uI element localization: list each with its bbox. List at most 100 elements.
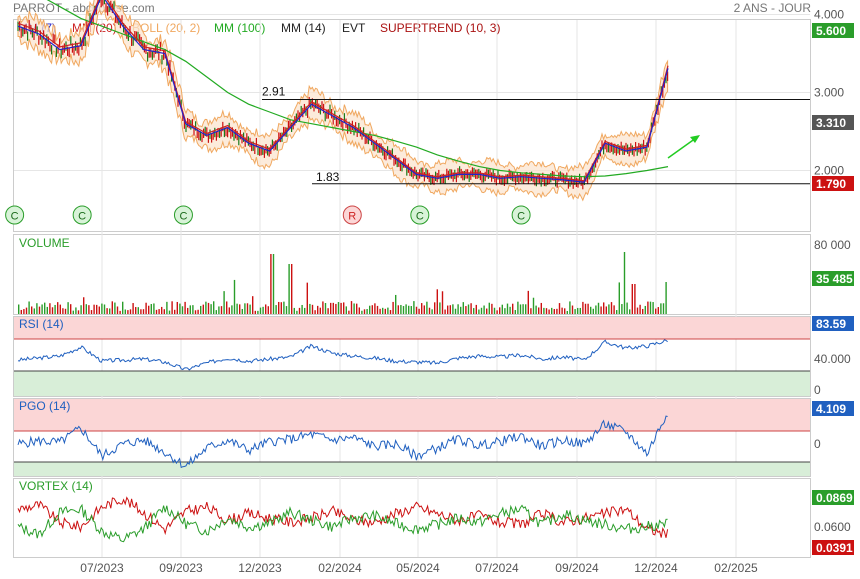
volume-bar bbox=[38, 306, 41, 314]
volume-bar bbox=[187, 307, 189, 314]
rsi-tick-label: 40.000 bbox=[814, 352, 851, 366]
volume-bar bbox=[327, 308, 329, 314]
volume-bar bbox=[101, 303, 103, 314]
volume-bar bbox=[610, 302, 613, 314]
volume-bar bbox=[54, 304, 56, 314]
volume-bar bbox=[483, 305, 485, 314]
volume-bar bbox=[33, 308, 35, 314]
volume-bar bbox=[434, 302, 436, 314]
volume-bar bbox=[345, 306, 347, 314]
volume-bar bbox=[202, 304, 204, 314]
volume-bar bbox=[57, 302, 59, 314]
price-last-tag-box bbox=[812, 23, 854, 38]
volume-bar bbox=[605, 306, 607, 314]
oscillator-series bbox=[17, 339, 669, 543]
volume-bar bbox=[272, 254, 275, 314]
event-label: C bbox=[179, 211, 187, 223]
volume-bar bbox=[642, 308, 644, 314]
volume-bar bbox=[421, 303, 423, 314]
volume-bar bbox=[67, 302, 69, 314]
legend-item: MM (100) bbox=[214, 21, 266, 35]
volume-bar bbox=[174, 309, 176, 314]
volume-bar bbox=[244, 303, 246, 314]
volume-bar bbox=[80, 305, 82, 314]
volume-bar bbox=[189, 305, 191, 314]
volume-bar bbox=[361, 310, 363, 314]
rsi-overbought-zone bbox=[14, 317, 810, 339]
volume-tick-label: 80 000 bbox=[814, 238, 851, 252]
period-label[interactable]: 2 ANS - JOUR bbox=[733, 1, 811, 15]
volume-bar bbox=[467, 304, 470, 314]
volume-bar bbox=[288, 264, 290, 314]
volume-bar bbox=[493, 307, 496, 314]
event-marker bbox=[5, 205, 25, 225]
event-label: C bbox=[416, 211, 424, 223]
support-label: 1.83 bbox=[316, 170, 340, 184]
volume-bar bbox=[176, 301, 178, 314]
volume-bar bbox=[83, 297, 85, 314]
volume-bar bbox=[649, 301, 652, 314]
volume-bar bbox=[545, 308, 548, 314]
volume-bar bbox=[512, 303, 514, 314]
volume-bar bbox=[18, 304, 20, 314]
volume-bar bbox=[452, 304, 454, 314]
volume-bar bbox=[426, 301, 428, 314]
volume-bar bbox=[551, 307, 553, 314]
volume-bar bbox=[132, 303, 134, 314]
volume-bar bbox=[636, 307, 639, 314]
volume-bar bbox=[532, 297, 535, 314]
volume-bar bbox=[644, 305, 646, 314]
volume-bar bbox=[109, 308, 111, 314]
volume-bar bbox=[395, 294, 397, 314]
volume-bar bbox=[371, 305, 373, 314]
volume-bar bbox=[496, 310, 498, 314]
volume-bar bbox=[626, 302, 628, 314]
volume-label: VOLUME bbox=[19, 236, 70, 250]
volume-bar bbox=[439, 302, 441, 314]
price-tick-label: 2.000 bbox=[814, 164, 844, 178]
volume-bar bbox=[20, 309, 22, 314]
price-tick-label: 4.000 bbox=[814, 8, 844, 22]
legend-item: EVT bbox=[342, 21, 366, 35]
volume-bar bbox=[389, 310, 392, 314]
volume-bar bbox=[454, 308, 457, 314]
volume-bar bbox=[525, 304, 527, 314]
volume-bar bbox=[548, 309, 550, 314]
volume-bar bbox=[283, 301, 285, 314]
volume-bar bbox=[215, 310, 217, 314]
volume-bar bbox=[93, 304, 95, 314]
vortex-minus-tag-box bbox=[812, 540, 854, 555]
volume-bar bbox=[462, 302, 464, 314]
price-current-tag: 3.310 bbox=[816, 116, 846, 130]
volume-bar bbox=[41, 304, 43, 314]
event-marker bbox=[173, 205, 193, 225]
volume-bar bbox=[51, 307, 54, 314]
volume-bar bbox=[379, 308, 381, 314]
rsi-line bbox=[17, 339, 668, 371]
volume-bar bbox=[428, 307, 431, 314]
volume-bar bbox=[246, 303, 249, 314]
volume-bar bbox=[397, 305, 399, 314]
volume-bar bbox=[538, 307, 540, 314]
legend-item: BOLL (20, 2) bbox=[132, 21, 201, 35]
x-tick-label: 09/2024 bbox=[555, 561, 599, 575]
rsi-last-tag: 83.59 bbox=[816, 317, 846, 331]
volume-bar bbox=[574, 309, 576, 314]
volume-bar bbox=[233, 279, 236, 314]
volume-bar bbox=[241, 308, 243, 314]
volume-bar bbox=[116, 306, 119, 314]
volume-bar bbox=[168, 310, 171, 314]
volume-bar bbox=[90, 310, 93, 314]
volume-bar bbox=[600, 306, 602, 314]
x-tick-label: 12/2024 bbox=[634, 561, 678, 575]
volume-bar bbox=[556, 308, 558, 314]
volume-bar bbox=[267, 306, 269, 314]
volume-bar bbox=[402, 306, 405, 314]
volume-bar bbox=[210, 304, 212, 314]
volume-bar bbox=[415, 306, 418, 314]
volume-bar bbox=[142, 309, 145, 314]
volume-bar bbox=[470, 303, 472, 314]
volume-bar bbox=[382, 307, 384, 314]
volume-bar bbox=[449, 305, 451, 314]
